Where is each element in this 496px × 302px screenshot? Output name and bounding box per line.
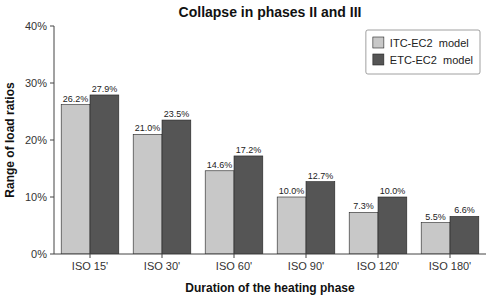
x-tick-label: ISO 120' bbox=[357, 260, 399, 272]
legend-swatch bbox=[373, 54, 384, 65]
y-axis-line bbox=[54, 26, 55, 254]
x-tick-label: ISO 30' bbox=[144, 260, 180, 272]
y-tick bbox=[50, 254, 54, 255]
data-labels: 26.2% 21.0% 14.6% 10.0% 7.3% 5.5% 27.9% 23.5% 17… bbox=[63, 84, 475, 222]
bar bbox=[277, 197, 306, 254]
y-tick bbox=[50, 26, 54, 27]
chart-container: 0% 10% 20% 30% 40% 26.2% 21.0% 14.6% 10.0% 7.3% 5.… bbox=[0, 0, 496, 302]
y-tick-label: 0% bbox=[31, 248, 47, 260]
y-tick-label: 30% bbox=[25, 77, 47, 89]
bar bbox=[205, 171, 234, 254]
x-tick bbox=[306, 254, 307, 258]
legend-label: ITC-EC2 model bbox=[390, 37, 469, 49]
x-axis-label: Duration of the heating phase bbox=[185, 281, 355, 295]
title: Collapse in phases II and III bbox=[179, 4, 362, 20]
x-tick bbox=[450, 254, 451, 258]
y-tick bbox=[50, 197, 54, 198]
bar bbox=[306, 182, 335, 254]
bar bbox=[90, 95, 119, 254]
legend-swatch bbox=[373, 37, 384, 48]
x-axis-line bbox=[54, 254, 486, 255]
y-tick-label: 20% bbox=[25, 134, 47, 146]
bar bbox=[61, 105, 90, 254]
data-label: 26.2% bbox=[63, 94, 89, 104]
data-label: 10.0% bbox=[279, 186, 305, 196]
background bbox=[0, 0, 496, 302]
y-tick bbox=[50, 83, 54, 84]
x-tick bbox=[90, 254, 91, 258]
y-axis-label: Range of load ratios bbox=[3, 82, 17, 198]
bar bbox=[162, 120, 191, 254]
data-label: 12.7% bbox=[308, 171, 334, 181]
bar bbox=[450, 216, 479, 254]
data-label: 17.2% bbox=[236, 145, 262, 155]
data-label: 5.5% bbox=[425, 212, 446, 222]
bars bbox=[61, 95, 479, 254]
x-tick bbox=[162, 254, 163, 258]
y-tick-label: 40% bbox=[25, 20, 47, 32]
legend-frame bbox=[366, 30, 480, 74]
x-tick bbox=[378, 254, 379, 258]
data-label: 27.9% bbox=[92, 84, 118, 94]
data-label: 21.0% bbox=[135, 123, 161, 133]
data-label: 6.6% bbox=[454, 205, 475, 215]
y-tick bbox=[50, 140, 54, 141]
legend-label: ETC-EC2 model bbox=[390, 54, 473, 66]
y-tick-label: 10% bbox=[25, 191, 47, 203]
chart: 0% 10% 20% 30% 40% 26.2% 21.0% 14.6% 10.0% 7.3% 5.… bbox=[0, 0, 496, 302]
x-tick bbox=[234, 254, 235, 258]
bar bbox=[421, 223, 450, 254]
data-label: 14.6% bbox=[207, 160, 233, 170]
x-tick-label: ISO 15' bbox=[72, 260, 108, 272]
legend: ITC-EC2 model ETC-EC2 model bbox=[366, 30, 480, 74]
bar bbox=[349, 212, 378, 254]
bar bbox=[378, 197, 407, 254]
data-label: 10.0% bbox=[380, 186, 406, 196]
x-tick-label: ISO 180' bbox=[429, 260, 471, 272]
x-tick-label: ISO 90' bbox=[288, 260, 324, 272]
bar bbox=[234, 156, 263, 254]
bar bbox=[133, 134, 162, 254]
x-tick-label: ISO 60' bbox=[216, 260, 252, 272]
data-label: 7.3% bbox=[353, 201, 374, 211]
data-label: 23.5% bbox=[164, 109, 190, 119]
